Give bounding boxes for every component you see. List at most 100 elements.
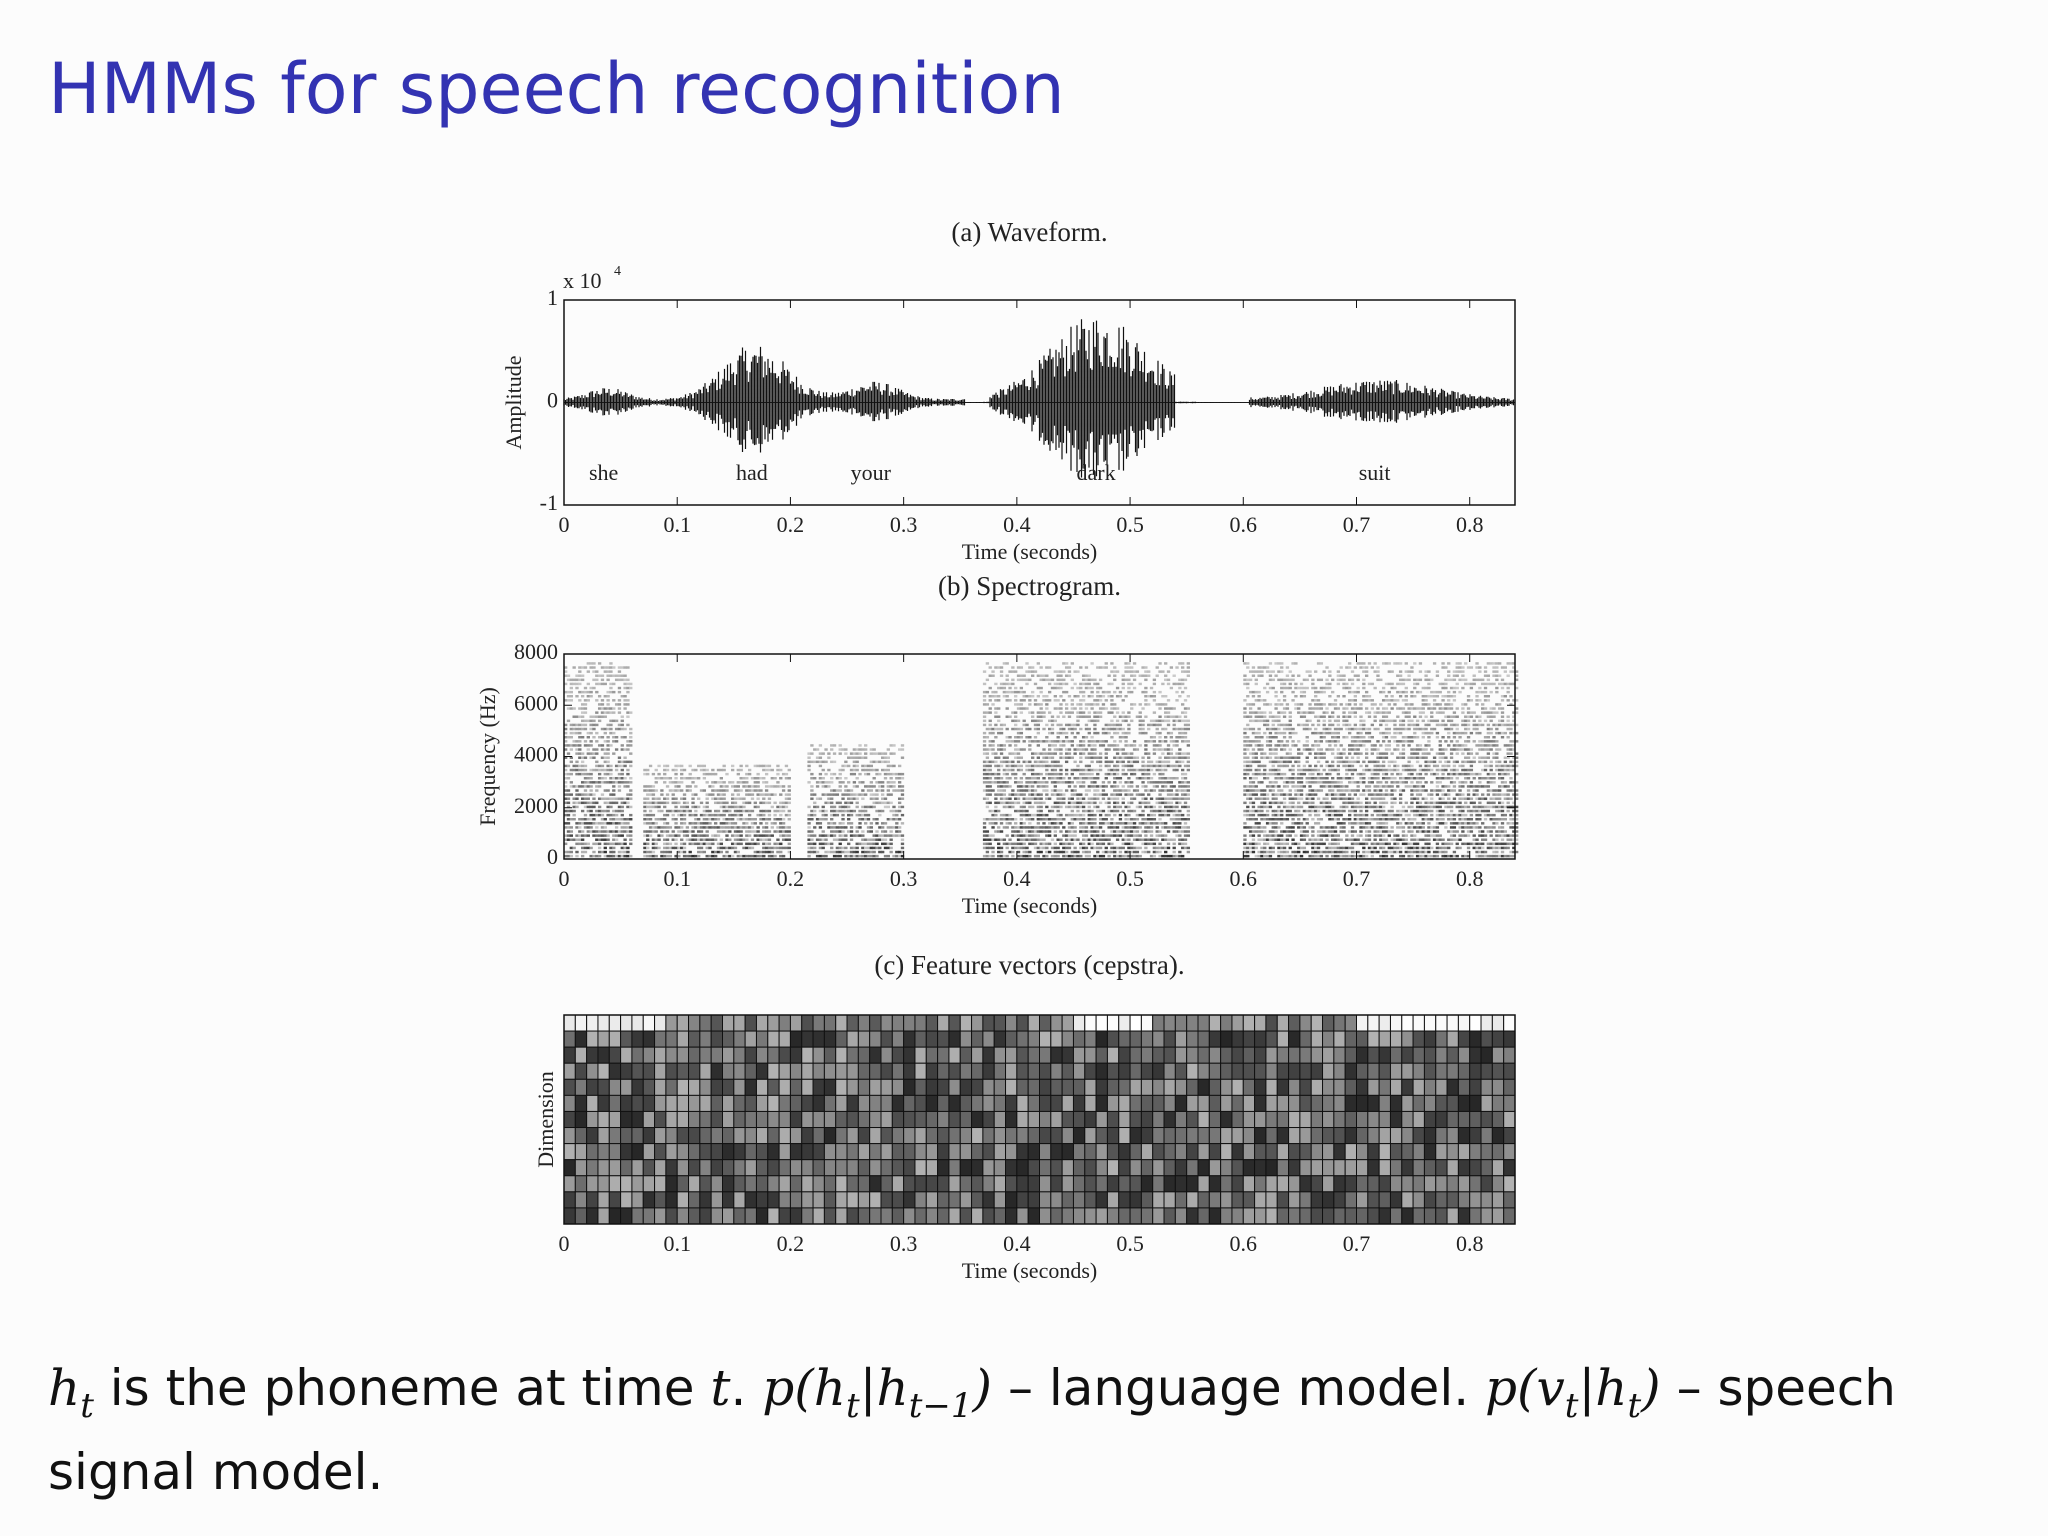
spectrogram-cell xyxy=(1246,826,1250,829)
spectrogram-cell xyxy=(1282,760,1287,764)
spectrogram-cell xyxy=(1113,809,1117,813)
spectrogram-cell xyxy=(1098,809,1103,813)
spectrogram-cell xyxy=(1254,830,1258,833)
spectrogram-cell xyxy=(1147,777,1151,780)
spectrogram-cell xyxy=(1093,854,1097,858)
spectrogram-cell xyxy=(592,834,596,837)
spectrogram-cell xyxy=(668,789,673,792)
spectrogram-cell xyxy=(736,809,740,813)
spectrogram-cell xyxy=(1161,695,1165,698)
spectrogram-cell xyxy=(1022,760,1026,764)
spectrogram-cell xyxy=(1243,707,1247,710)
spectrogram-cell xyxy=(1008,797,1012,800)
spectrogram-cell xyxy=(1132,686,1137,690)
spectrogram-cell xyxy=(1090,846,1094,850)
spectrogram-cell xyxy=(1243,678,1247,682)
spectrogram-cell xyxy=(1053,793,1057,796)
spectrogram-cell xyxy=(847,813,851,817)
spectrogram-cell xyxy=(1294,789,1298,792)
spectrogram-cell xyxy=(1161,809,1165,813)
spectrogram-cell xyxy=(592,736,596,739)
spectrogram-cell xyxy=(1147,813,1151,817)
spectrogram-cell xyxy=(739,789,743,792)
spectrogram-cell xyxy=(680,818,684,821)
spectrogram-cell xyxy=(1050,772,1055,776)
spectrogram-cell xyxy=(663,818,667,821)
spectrogram-cell xyxy=(991,744,995,747)
spectrogram-cell xyxy=(589,801,593,805)
spectrogram-cell xyxy=(1248,727,1253,731)
spectrogram-cell xyxy=(827,781,831,784)
spectrogram-cell xyxy=(620,813,624,817)
spectrogram-cell xyxy=(1036,850,1040,854)
spectrogram-cell xyxy=(1059,678,1063,682)
spectrogram-cell xyxy=(1084,772,1089,776)
spectrogram-cell xyxy=(719,768,723,772)
spectrogram-cell xyxy=(988,674,992,677)
spectrogram-cell xyxy=(1135,850,1140,854)
spectrogram-cell xyxy=(999,846,1004,850)
spectrogram-cell xyxy=(1002,801,1007,805)
spectrogram-cell xyxy=(759,809,763,813)
spectrogram-cell xyxy=(1166,809,1171,813)
spectrogram-cell xyxy=(1268,850,1273,854)
y-tick-label: -1 xyxy=(540,490,558,515)
spectrogram-cell xyxy=(1033,682,1038,686)
spectrogram-cell xyxy=(1268,781,1273,784)
spectrogram-cell xyxy=(597,805,602,809)
spectrogram-cell xyxy=(564,744,568,747)
spectrogram-cell xyxy=(730,785,735,788)
spectrogram-cell xyxy=(759,793,763,796)
spectrogram-cell xyxy=(572,715,576,718)
spectrogram-cell xyxy=(1248,842,1253,846)
spectrogram-cell xyxy=(1028,670,1032,673)
spectrogram-cell xyxy=(1081,813,1086,817)
spectrogram-cell xyxy=(1096,842,1100,846)
spectrogram-cell xyxy=(1285,850,1290,854)
spectrogram-cell xyxy=(1132,826,1137,829)
spectrogram-cell xyxy=(716,826,721,829)
spectrogram-cell xyxy=(1028,838,1032,841)
spectrogram-cell xyxy=(838,744,842,747)
spectrogram-cell xyxy=(864,748,868,751)
spectrogram-cell xyxy=(657,801,661,805)
spectrogram-cell xyxy=(1045,666,1049,669)
spectrogram-cell xyxy=(1271,826,1275,829)
spectrogram-cell xyxy=(1079,830,1083,833)
spectrogram-cell xyxy=(1019,731,1024,735)
spectrogram-cell xyxy=(595,854,599,858)
spectrogram-cell xyxy=(745,793,749,796)
spectrogram-cell xyxy=(1008,785,1012,788)
spectrogram-cell xyxy=(1254,731,1258,735)
spectrogram-cell xyxy=(1175,715,1179,718)
spectrogram-cell xyxy=(705,854,709,858)
spectrogram-cell xyxy=(1268,768,1273,772)
spectrogram-cell xyxy=(688,764,692,768)
spectrogram-cell xyxy=(1305,801,1309,805)
spectrogram-cell xyxy=(1280,830,1284,833)
spectrogram-cell xyxy=(1155,801,1159,805)
spectrogram-cell xyxy=(832,854,837,858)
spectrogram-cell xyxy=(762,797,766,800)
spectrogram-cell xyxy=(595,830,599,833)
spectrogram-cell xyxy=(1175,830,1179,833)
spectrogram-cell xyxy=(1016,674,1021,677)
spectrogram-cell xyxy=(614,764,619,768)
spectrogram-cell xyxy=(617,818,622,821)
spectrogram-cell xyxy=(1277,850,1281,854)
spectrogram-cell xyxy=(1265,740,1270,743)
spectrogram-cell xyxy=(1028,834,1032,837)
spectrogram-cell xyxy=(1248,764,1253,768)
spectrogram-cell xyxy=(1138,727,1142,731)
spectrogram-cell xyxy=(606,690,610,694)
spectrogram-cell xyxy=(1031,711,1035,714)
spectrogram-cell xyxy=(697,777,701,780)
spectrogram-cell xyxy=(1305,781,1309,784)
spectrogram-cell xyxy=(1005,699,1009,702)
spectrogram-cell xyxy=(564,854,568,858)
spectrogram-cell xyxy=(1062,797,1066,800)
spectrogram-cell xyxy=(705,818,709,821)
spectrogram-cell xyxy=(603,818,607,821)
spectrogram-cell xyxy=(569,838,573,841)
spectrogram-cell xyxy=(997,707,1001,710)
